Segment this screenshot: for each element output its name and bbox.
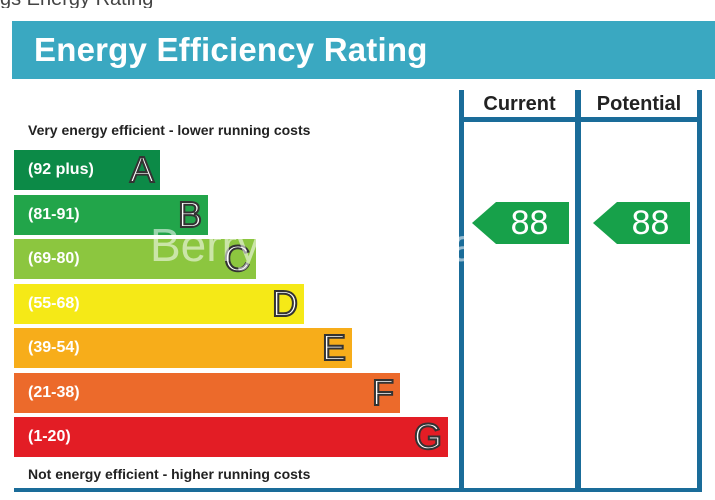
current-rating-value: 88 — [510, 203, 549, 242]
band-e: (39-54) E — [14, 326, 352, 369]
title-bar: Energy Efficiency Rating — [12, 21, 715, 79]
top-fragment-text: gs Energy Rating — [0, 0, 153, 8]
top-fragment: gs Energy Rating — [0, 0, 715, 8]
band-b: (81-91) B — [14, 193, 208, 236]
band-letter: B — [177, 193, 203, 236]
frame-line-header-bottom — [459, 117, 702, 122]
potential-rating-pointer: 88 — [593, 201, 690, 244]
band-range-label: (81-91) — [28, 205, 80, 223]
caption-top: Very energy efficient - lower running co… — [28, 122, 311, 138]
chart-title: Energy Efficiency Rating — [34, 31, 428, 68]
frame-line-left — [459, 90, 464, 490]
band-letter: E — [321, 326, 347, 369]
band-g: (1-20) G — [14, 415, 448, 458]
potential-pointer-arrow — [593, 201, 690, 244]
band-d: (55-68) D — [14, 282, 304, 325]
band-a: (92 plus) A — [14, 148, 160, 191]
band-range-label: (55-68) — [28, 294, 80, 312]
frame-line-right — [697, 90, 702, 490]
band-range-label: (92 plus) — [28, 161, 94, 178]
current-rating-pointer: 88 — [472, 201, 569, 244]
frame-line-bottom — [14, 488, 702, 492]
band-range-label: (1-20) — [28, 428, 71, 445]
potential-pointer-shape — [593, 201, 690, 244]
band-letter: A — [129, 148, 155, 191]
frame-line-middle — [575, 90, 581, 490]
potential-rating-value: 88 — [631, 203, 670, 242]
band-c: (69-80) C — [14, 237, 256, 280]
caption-bottom: Not energy efficient - higher running co… — [28, 466, 311, 482]
band-range-label: (69-80) — [28, 250, 80, 267]
band-range-label: (21-38) — [28, 383, 80, 401]
current-pointer-arrow — [472, 201, 569, 244]
band-letter: C — [223, 237, 251, 280]
current-pointer-shape — [472, 201, 569, 244]
band-letter: D — [271, 282, 299, 325]
band-letter: F — [371, 371, 395, 414]
band-letter: G — [413, 415, 443, 458]
column-header-potential: Potential — [596, 93, 682, 115]
band-f: (21-38) F — [14, 371, 400, 414]
band-range-label: (39-54) — [28, 339, 80, 356]
column-header-current: Current — [483, 93, 556, 115]
